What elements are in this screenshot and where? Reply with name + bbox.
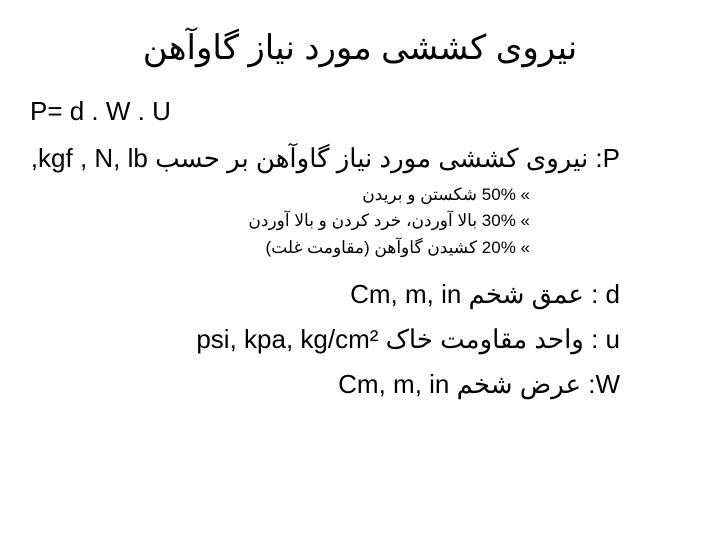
bullet-item: 50% شکستن و بریدن [30, 182, 530, 208]
formula-line: P= d . W . U [30, 96, 690, 127]
bullet-list: 50% شکستن و بریدن 30% بالا آوردن، خرد کر… [30, 182, 530, 261]
definition-d: d : عمق شخم Cm, m, in [30, 279, 620, 310]
bullet-item: 20% کشیدن گاوآهن (مقاومت غلت) [30, 235, 530, 261]
definition-w: W: عرض شخم Cm, m, in [30, 369, 620, 400]
slide: نیروی کششی مورد نیاز گاوآهن P= d . W . U… [0, 0, 720, 540]
definition-u: u : واحد مقاومت خاک psi, kpa, kg/cm² [30, 324, 620, 355]
bullet-item: 30% بالا آوردن، خرد کردن و بالا آوردن [30, 208, 530, 234]
slide-title: نیروی کششی مورد نیاز گاوآهن [30, 28, 690, 68]
definition-p: P: نیروی کششی مورد نیاز گاوآهن بر حسب kg… [30, 143, 620, 174]
